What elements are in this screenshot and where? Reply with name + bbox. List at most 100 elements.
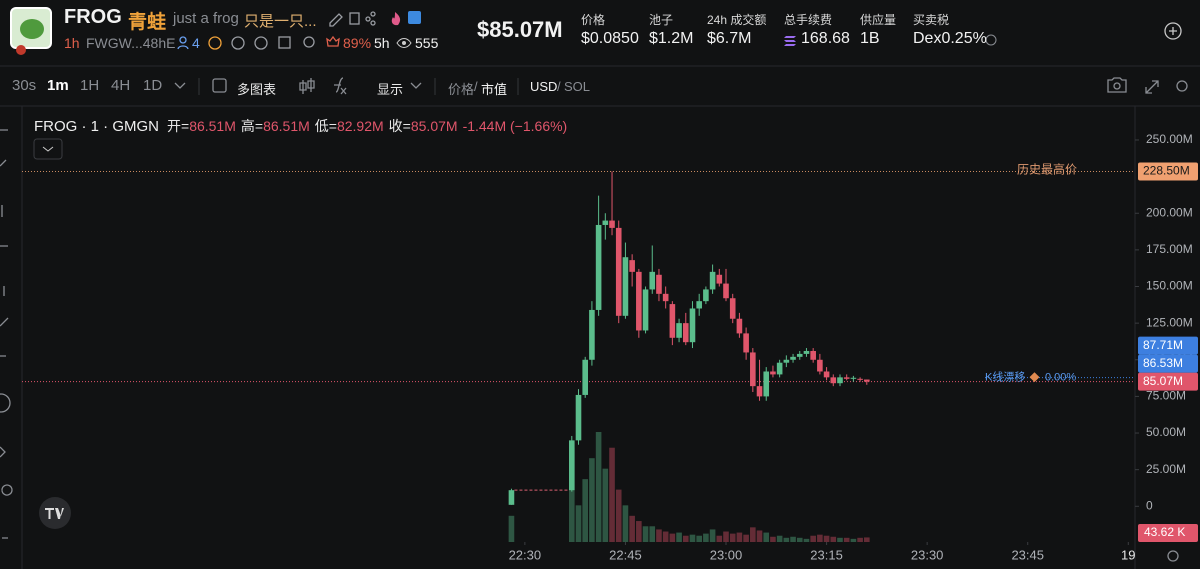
interval-button[interactable]: 4H bbox=[111, 77, 131, 94]
candle-body bbox=[696, 301, 702, 309]
volume-bar bbox=[756, 530, 763, 542]
candle-body bbox=[770, 371, 776, 375]
price-tag-label: 86.53M bbox=[1143, 356, 1183, 370]
volume-bar bbox=[843, 537, 850, 542]
volume-bar bbox=[656, 529, 662, 542]
volume-bar bbox=[723, 531, 729, 542]
candle-body bbox=[703, 289, 709, 302]
price-tag-label: 85.07M bbox=[1143, 374, 1183, 388]
legend-toggle-icon bbox=[42, 146, 54, 152]
candle-body bbox=[837, 377, 843, 384]
candle-body bbox=[582, 359, 589, 395]
y-tick-label: 75.00M bbox=[1146, 389, 1186, 403]
stat-label: 供应量 bbox=[860, 13, 897, 27]
price-toggle[interactable]: 价格 bbox=[448, 82, 475, 97]
add-button[interactable] bbox=[1164, 22, 1182, 40]
pool-time: 5h bbox=[374, 35, 390, 51]
candle-body bbox=[662, 293, 669, 302]
candle-body bbox=[622, 257, 629, 316]
volume-bar bbox=[669, 533, 676, 542]
volume-bar bbox=[696, 535, 702, 542]
legend-ohlc-value: 86.51M bbox=[263, 118, 310, 134]
x-tick-label: 23:00 bbox=[710, 547, 743, 562]
legend-ohlc-value: 85.07M bbox=[410, 118, 458, 134]
views-icon bbox=[396, 38, 412, 48]
candle-body bbox=[676, 323, 682, 338]
multi-chart-toggle[interactable]: 多图表 bbox=[237, 82, 277, 97]
header-meta-icons bbox=[177, 36, 315, 50]
volume-bar bbox=[750, 527, 756, 542]
candle-body bbox=[709, 271, 716, 290]
legend-change: -1.44M (−1.66%) bbox=[462, 118, 568, 134]
y-tick-label: 25.00M bbox=[1146, 462, 1186, 476]
header-actions[interactable] bbox=[327, 8, 422, 28]
volume-bar bbox=[850, 538, 857, 542]
volume-bar bbox=[636, 521, 642, 542]
interval-button[interactable]: 1m bbox=[47, 77, 69, 94]
candle-body bbox=[736, 318, 743, 334]
views-count: 555 bbox=[415, 35, 439, 51]
volume-bar bbox=[743, 534, 749, 542]
toggle-separator[interactable]: / bbox=[474, 79, 478, 94]
sol-toggle[interactable]: SOL bbox=[564, 79, 591, 94]
legend-ohlc-label: 低= bbox=[314, 118, 337, 134]
legend-toggle[interactable] bbox=[33, 138, 63, 160]
volume-bar bbox=[682, 535, 689, 542]
display-menu[interactable]: 显示 bbox=[377, 82, 404, 97]
candle-body bbox=[716, 274, 723, 284]
volume-bar bbox=[649, 526, 656, 542]
drift-marker bbox=[1029, 372, 1040, 383]
candle-body bbox=[783, 359, 790, 363]
stat-value: Dex0.25% bbox=[913, 30, 987, 47]
volume-bar bbox=[716, 535, 723, 542]
usd-toggle[interactable]: USD bbox=[530, 79, 558, 94]
candle-body bbox=[864, 379, 870, 382]
drift-label: K线漂移 bbox=[985, 370, 1025, 384]
candle-body bbox=[850, 377, 857, 379]
volume-bar bbox=[803, 538, 810, 542]
token-address[interactable]: FWGW...48hE bbox=[86, 35, 176, 51]
x-tick-label: 22:30 bbox=[509, 547, 542, 562]
toggle-separator[interactable]: / bbox=[557, 79, 561, 94]
x-tick-label: 19 bbox=[1121, 547, 1135, 562]
token-name: FROG bbox=[64, 6, 122, 28]
top10-icon bbox=[326, 35, 340, 47]
candle-body bbox=[857, 378, 863, 380]
candle-body bbox=[810, 350, 816, 360]
price-tag bbox=[1138, 372, 1198, 391]
token-desc-cn: 只是一只... bbox=[244, 13, 317, 30]
stat-value: $6.7M bbox=[707, 30, 752, 47]
volume-bar bbox=[736, 532, 743, 542]
price-tag-label: 228.50M bbox=[1143, 164, 1190, 178]
token-logo bbox=[10, 7, 52, 55]
candle-body bbox=[729, 298, 736, 319]
candle-body bbox=[656, 274, 662, 294]
candle-body bbox=[595, 224, 602, 310]
y-tick-label: 150.00M bbox=[1146, 279, 1193, 293]
interval-button[interactable]: 1H bbox=[80, 77, 100, 94]
volume-bar bbox=[662, 531, 669, 542]
tv-logo[interactable] bbox=[39, 497, 71, 529]
toolbar-icons[interactable] bbox=[174, 77, 1188, 95]
volume-bar bbox=[689, 534, 696, 542]
volume-bar bbox=[602, 468, 609, 542]
sidebar-icons[interactable] bbox=[0, 129, 13, 539]
candle-body bbox=[750, 352, 756, 387]
legend-ohlc-value: 82.92M bbox=[336, 118, 384, 134]
interval-button[interactable]: 1D bbox=[143, 77, 163, 94]
candle-body bbox=[796, 353, 803, 357]
sol-icon bbox=[784, 36, 796, 46]
candle-body bbox=[803, 350, 810, 354]
interval-button[interactable]: 30s bbox=[12, 77, 37, 94]
volume-bar bbox=[575, 505, 582, 542]
mcap-toggle[interactable]: 市值 bbox=[481, 82, 508, 97]
candle-body bbox=[823, 371, 830, 378]
axis-settings[interactable] bbox=[1167, 550, 1179, 562]
candle-body bbox=[642, 289, 649, 331]
volume-bar bbox=[508, 515, 515, 542]
legend-symbol: FROG · 1 · GMGN bbox=[34, 118, 159, 135]
token-name-cn: 青蛙 bbox=[128, 12, 167, 33]
candle-body bbox=[763, 371, 770, 397]
volume-bar bbox=[817, 534, 823, 542]
